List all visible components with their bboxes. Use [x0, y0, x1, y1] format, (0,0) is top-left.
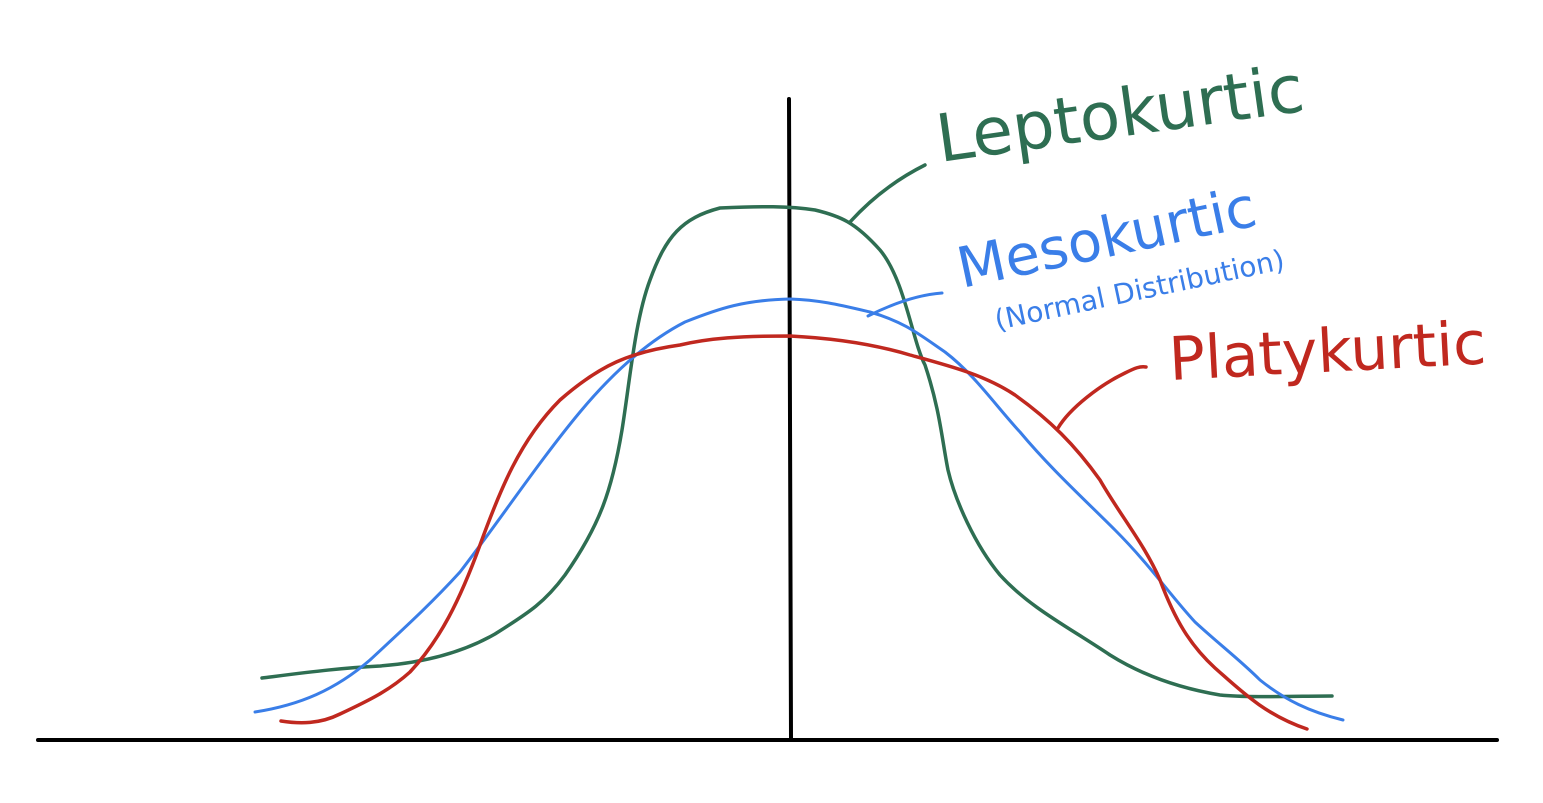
leptokurtic-label: Leptokurtic: [932, 50, 1309, 178]
platykurtic-leader: [1056, 365, 1148, 430]
center-line: [787, 97, 793, 740]
leptokurtic-leader: [848, 163, 927, 224]
leptokurtic-curve: [260, 204, 1334, 699]
mesokurtic-leader: [866, 291, 944, 318]
platykurtic-label: Platykurtic: [1167, 308, 1488, 395]
mesokurtic-curve: [253, 297, 1345, 722]
platykurtic-curve: [279, 334, 1309, 731]
